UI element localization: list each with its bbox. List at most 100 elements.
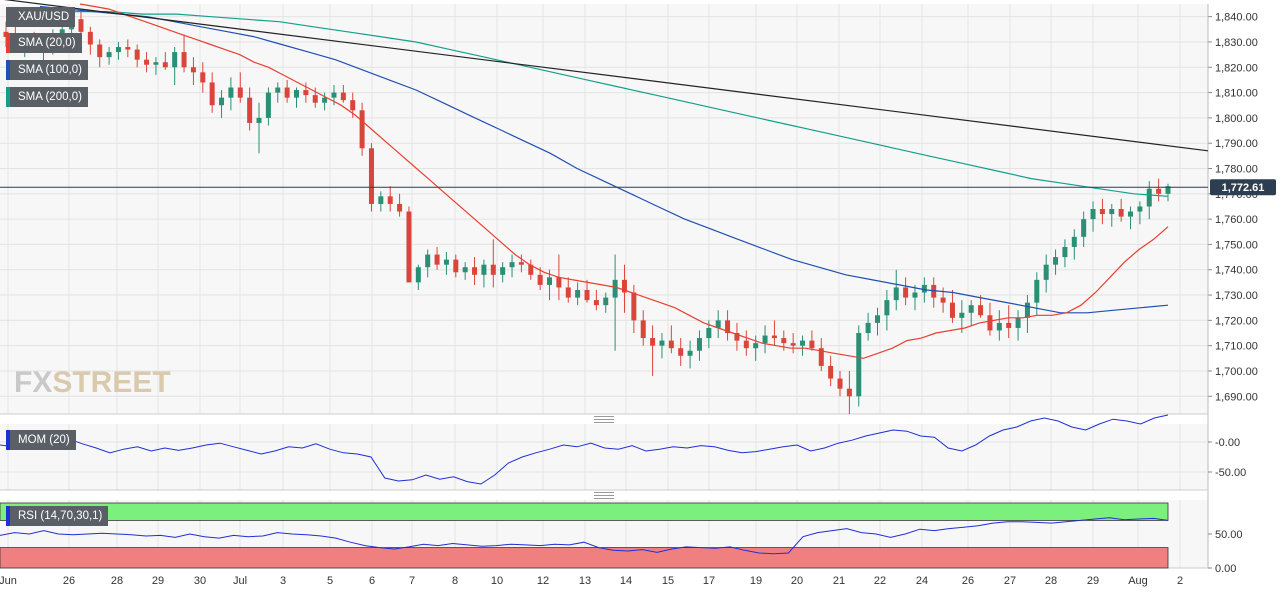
candle [265,87,271,126]
candle-body [490,264,496,275]
candle [228,77,234,111]
legend-sma20[interactable]: SMA (20,0) [6,33,82,53]
candle [1006,305,1012,339]
y-tick-label: 1,830.00 [1215,37,1258,49]
candle-body [537,274,543,285]
fxstreet-watermark: FXSTREET [14,366,171,400]
candle-body [753,343,759,349]
candle [547,269,553,301]
legend-sma200[interactable]: SMA (200,0) [6,87,88,107]
candles [3,9,1171,414]
candle-body [903,287,909,298]
candle-body [200,72,206,83]
price-badge-label: 1,772.61 [1222,182,1265,194]
candle-body [987,315,993,331]
x-tick-label: 8 [452,575,458,587]
candle [1109,203,1115,227]
candle-body [921,284,927,293]
candle-body [331,92,337,98]
candle-body [312,95,318,103]
x-tick-label: Aug [1128,575,1148,587]
candle-body [696,338,702,351]
sma200-line [39,8,1169,197]
legend-symbol-label: XAU/USD [18,11,70,23]
candle [912,284,918,311]
candle-body [219,97,225,106]
candle-body [818,348,824,366]
candle-body [640,320,646,339]
candle [115,41,121,60]
candle-body [1034,279,1040,303]
candle-body [172,52,178,68]
legend-mom[interactable]: MOM (20) [6,430,76,450]
candle [378,191,384,212]
candle [294,87,299,108]
candle [1118,198,1124,222]
y-tick-label: 1,710.00 [1215,341,1258,353]
candle [715,310,721,339]
candle [144,52,150,73]
candle [134,44,140,68]
candle [500,262,506,283]
candle [753,335,759,361]
candle [809,330,815,351]
candle-body [771,335,777,339]
x-tick-label: 2 [1177,575,1183,587]
x-tick-label: 27 [1004,575,1016,587]
candle [837,370,843,397]
candle-body [162,62,168,68]
candle-body [294,90,299,98]
y-tick-label: 1,800.00 [1215,113,1258,125]
candle-body [1146,188,1152,207]
y-tick-label: 1,750.00 [1215,239,1258,251]
candle-body [237,87,243,98]
x-tick-label: 6 [369,575,375,587]
candle [734,322,740,351]
candle-body [368,148,374,204]
candle [818,338,824,371]
x-tick-label: 24 [916,575,928,587]
sma100-line [39,5,1169,314]
candle [565,277,571,303]
candle-body [190,67,196,73]
x-tick-label: 28 [111,575,123,587]
pane-resize-handle-rsi[interactable] [594,492,614,499]
candle-body [1109,209,1115,215]
candle-body [1043,264,1049,280]
candle-body [106,52,112,58]
y-tick-label: 1,790.00 [1215,138,1258,150]
candle-body [603,297,609,306]
candle [1128,206,1134,230]
candle-body [125,47,131,50]
y-axis-main: 1,840.00 1,830.00 1,820.00 1,810.00 1,800.00… [0,12,1258,403]
x-tick-label: 30 [194,575,206,587]
x-tick-label: 14 [620,575,632,587]
candle-body [481,264,487,275]
legend-sma100[interactable]: SMA (100,0) [6,60,88,80]
candle-body [284,87,290,98]
candle [200,62,206,93]
candle [603,292,609,313]
candle-body [387,196,393,204]
legend-symbol[interactable]: XAU/USD [6,7,76,27]
legend-rsi[interactable]: RSI (14,70,30,1) [6,506,109,526]
candle-body [153,62,159,65]
candle-body [912,292,918,298]
x-tick-label: 26 [962,575,974,587]
candle [1156,178,1162,202]
y-tick-label: 1,820.00 [1215,62,1258,74]
candle-body [856,333,862,397]
rsi-line [0,517,1169,555]
candle-body [734,333,740,341]
candle-body [144,59,150,65]
candle-body [322,97,328,103]
pane-resize-handle-mom[interactable] [594,416,614,423]
candle [537,267,543,290]
x-tick-label: 21 [833,575,845,587]
candle-body [893,287,899,301]
candle [434,246,440,270]
candle-body [706,327,712,339]
candle-body [743,340,749,349]
candle-body [509,262,515,268]
